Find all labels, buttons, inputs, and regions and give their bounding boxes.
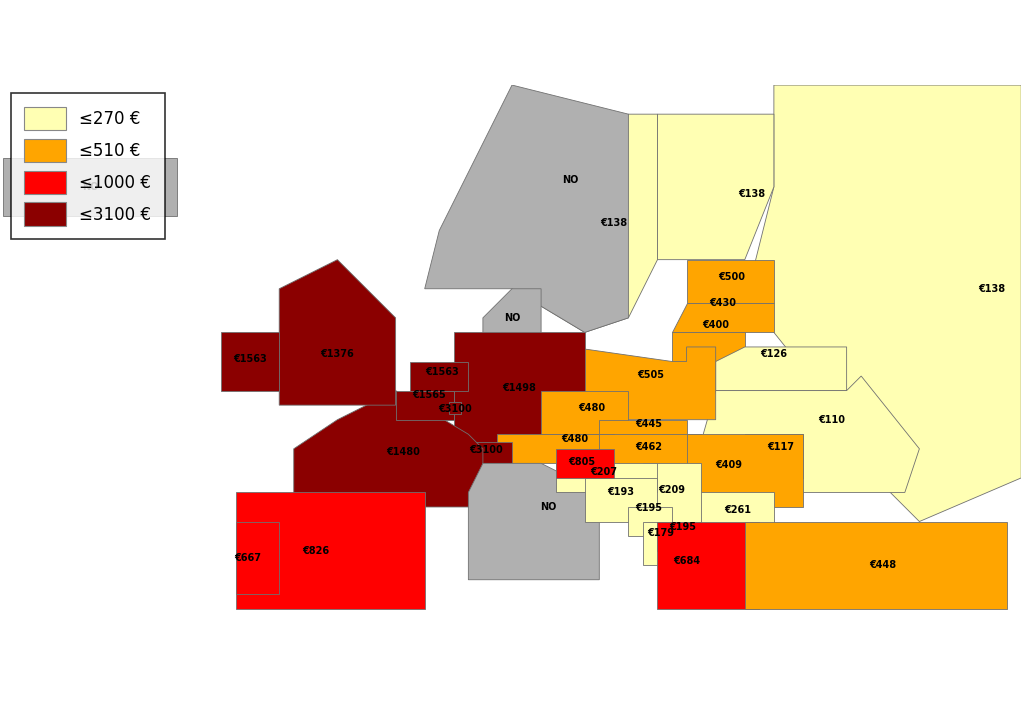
Text: €684: €684 bbox=[673, 556, 700, 566]
Polygon shape bbox=[454, 333, 585, 449]
Text: €480: €480 bbox=[579, 403, 605, 413]
Text: €445: €445 bbox=[635, 419, 663, 429]
Text: €1565: €1565 bbox=[413, 390, 445, 400]
Polygon shape bbox=[395, 390, 454, 419]
Text: €430: €430 bbox=[710, 299, 736, 308]
Text: €193: €193 bbox=[607, 487, 635, 497]
Text: €805: €805 bbox=[568, 457, 595, 467]
Text: NO: NO bbox=[541, 502, 557, 512]
Text: €409: €409 bbox=[716, 460, 742, 470]
Polygon shape bbox=[236, 521, 280, 594]
Polygon shape bbox=[425, 85, 629, 333]
Text: €1498: €1498 bbox=[503, 382, 537, 393]
Polygon shape bbox=[483, 288, 541, 347]
Polygon shape bbox=[280, 260, 395, 405]
Polygon shape bbox=[686, 260, 774, 304]
Polygon shape bbox=[686, 376, 920, 492]
Polygon shape bbox=[744, 435, 803, 478]
Text: €126: €126 bbox=[761, 349, 787, 359]
Text: €3100: €3100 bbox=[438, 403, 472, 414]
Polygon shape bbox=[686, 435, 803, 507]
Text: €448: €448 bbox=[869, 560, 897, 570]
Polygon shape bbox=[599, 419, 686, 449]
Polygon shape bbox=[744, 85, 1021, 521]
Polygon shape bbox=[468, 463, 599, 580]
Text: €462: €462 bbox=[635, 442, 663, 453]
Text: €138: €138 bbox=[979, 283, 1006, 294]
Text: €138: €138 bbox=[738, 189, 766, 199]
Polygon shape bbox=[450, 402, 461, 414]
Text: €500: €500 bbox=[718, 272, 745, 282]
Polygon shape bbox=[672, 333, 744, 362]
Text: €207: €207 bbox=[590, 467, 617, 477]
Polygon shape bbox=[716, 347, 847, 390]
Text: €667: €667 bbox=[233, 553, 261, 563]
Text: €1376: €1376 bbox=[321, 349, 354, 359]
Text: €480: €480 bbox=[561, 434, 588, 444]
Polygon shape bbox=[570, 347, 716, 419]
Polygon shape bbox=[498, 435, 613, 463]
Text: €3100: €3100 bbox=[469, 445, 503, 455]
Polygon shape bbox=[454, 442, 512, 463]
Polygon shape bbox=[556, 463, 657, 492]
Polygon shape bbox=[657, 114, 774, 260]
Polygon shape bbox=[686, 492, 774, 536]
Polygon shape bbox=[744, 521, 1007, 609]
Polygon shape bbox=[657, 521, 701, 551]
Text: €195: €195 bbox=[635, 503, 663, 513]
Polygon shape bbox=[599, 435, 701, 478]
Polygon shape bbox=[512, 114, 657, 333]
Text: €179: €179 bbox=[647, 529, 674, 538]
Polygon shape bbox=[629, 507, 672, 536]
Text: €505: €505 bbox=[637, 369, 664, 380]
Text: €209: €209 bbox=[658, 484, 685, 495]
Text: €261: €261 bbox=[724, 505, 751, 515]
Polygon shape bbox=[411, 362, 468, 390]
Polygon shape bbox=[3, 158, 177, 216]
Polygon shape bbox=[541, 390, 629, 435]
Text: NO: NO bbox=[504, 313, 520, 323]
Polygon shape bbox=[657, 521, 760, 609]
Polygon shape bbox=[643, 463, 701, 521]
Text: €138: €138 bbox=[600, 218, 628, 228]
Text: NO: NO bbox=[82, 182, 98, 192]
Polygon shape bbox=[672, 304, 774, 333]
Polygon shape bbox=[556, 449, 613, 478]
Legend: ≤270 €, ≤510 €, ≤1000 €, ≤3100 €: ≤270 €, ≤510 €, ≤1000 €, ≤3100 € bbox=[11, 93, 165, 239]
Polygon shape bbox=[294, 390, 483, 507]
Text: NO: NO bbox=[562, 175, 579, 184]
Polygon shape bbox=[236, 492, 425, 609]
Text: €1563: €1563 bbox=[233, 354, 267, 364]
Text: €1563: €1563 bbox=[425, 367, 459, 377]
Polygon shape bbox=[585, 478, 657, 521]
Polygon shape bbox=[643, 521, 672, 565]
Text: €195: €195 bbox=[669, 522, 695, 532]
Text: €110: €110 bbox=[818, 415, 846, 424]
Text: €117: €117 bbox=[768, 442, 795, 453]
Text: €1480: €1480 bbox=[386, 447, 420, 457]
Polygon shape bbox=[221, 333, 280, 390]
Text: €826: €826 bbox=[302, 546, 329, 556]
Text: €400: €400 bbox=[702, 320, 729, 330]
